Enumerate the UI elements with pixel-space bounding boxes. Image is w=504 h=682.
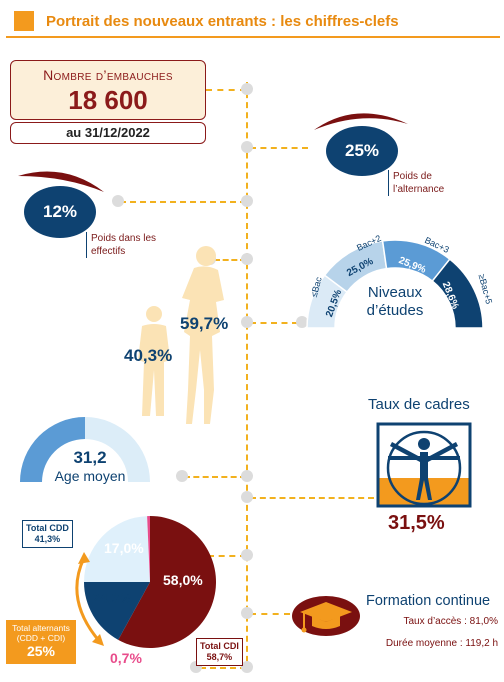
timeline-node (241, 316, 253, 328)
pie-label-small: 0,7% (110, 650, 142, 666)
education-title-line1: Niveaux (367, 284, 423, 301)
age-gauge (20, 417, 150, 482)
timeline-node (296, 316, 308, 328)
timeline-node (241, 661, 253, 673)
education-title-line2: d’études (366, 302, 424, 319)
timeline-connector (250, 497, 374, 499)
total-cdi-label: Total CDI (200, 641, 239, 651)
hires-value: 18 600 (68, 85, 148, 115)
page-title: Portrait des nouveaux entrants : les chi… (46, 13, 399, 30)
alternants-label-line2: (CDD + CDI) (16, 633, 66, 643)
hires-date: au 31/12/2022 (10, 122, 206, 144)
education-segment-3 (431, 258, 484, 329)
alternants-value: 25% (26, 643, 56, 659)
pie-slice-alternants-cdi (147, 516, 150, 582)
training-access: Taux d’accès : 81,0% (403, 616, 499, 627)
alternants-label-line1: Total alternants (12, 623, 70, 633)
education-title: Niveaux d’études (340, 284, 450, 320)
women-brow (18, 171, 104, 192)
male-percentage: 40,3% (124, 346, 173, 365)
contracts-pie (84, 516, 216, 648)
gender-silhouettes (138, 246, 224, 424)
managers-value: 31,5% (388, 512, 445, 534)
hires-box: Nombre d’embauches 18 600 (10, 60, 206, 120)
timeline-connector (176, 555, 246, 557)
female-percentage: 59,7% (180, 314, 229, 333)
timeline-connector (184, 476, 246, 478)
timeline-node (241, 470, 253, 482)
age-label: Age moyen (54, 468, 126, 484)
women-weight-caption-line1: Poids dans les (91, 233, 157, 244)
timeline-line (246, 82, 248, 672)
vitruvian-icon (376, 422, 472, 508)
timeline-node (241, 607, 253, 619)
alternants-box: Total alternants (CDD + CDI) 25% (6, 620, 76, 664)
pie-label-cdd: 17,0% (104, 540, 144, 556)
timeline-node (176, 470, 188, 482)
male-silhouette-icon (138, 306, 170, 416)
total-cdi-value: 58,7% (206, 652, 233, 662)
timeline-node (241, 549, 253, 561)
women-weight-caption: Poids dans les effectifs (86, 232, 156, 258)
timeline-node (241, 141, 253, 153)
timeline-connector (214, 259, 246, 261)
pie-slice-cdi (118, 516, 216, 648)
timeline-connector (200, 667, 246, 669)
female-silhouette-icon (182, 246, 224, 424)
pie-label-cdi: 58,0% (163, 572, 203, 588)
alternants-arrow-icon (75, 552, 104, 646)
pie-slice-alternants-cdd (84, 516, 150, 582)
women-weight-bubble: 12% (24, 186, 96, 238)
timeline-connector (120, 201, 246, 203)
graduation-cap-icon (292, 596, 360, 636)
training-title: Formation continue (366, 593, 491, 609)
timeline-node (112, 195, 124, 207)
age-gauge-fill (20, 417, 85, 482)
education-gauge (306, 239, 484, 329)
page-header: Portrait des nouveaux entrants : les chi… (6, 6, 500, 38)
women-weight-caption-line2: effectifs (91, 246, 126, 257)
pie-label-alt-cdd: 24,3% (92, 590, 132, 606)
timeline-connector (250, 613, 290, 615)
total-cdd-value: 41,3% (34, 534, 61, 544)
total-cdd-label: Total CDD (26, 523, 69, 533)
total-cdd-box: Total CDD 41,3% (22, 520, 73, 548)
alternance-caption-line1: Poids de (393, 171, 432, 182)
managers-title: Taux de cadres (368, 396, 470, 413)
alternance-brow (314, 113, 408, 130)
training-duration: Durée moyenne : 119,2 h (385, 638, 498, 649)
hires-label: Nombre d’embauches (43, 67, 173, 83)
timeline-node (241, 195, 253, 207)
alternance-caption-line2: l’alternance (393, 184, 445, 195)
alternance-caption: Poids de l’alternance (388, 170, 444, 196)
timeline-node (241, 253, 253, 265)
alternance-bubble: 25% (326, 126, 398, 176)
header-square-icon (14, 11, 34, 31)
timeline-connector (250, 147, 308, 149)
timeline-connector (206, 89, 246, 91)
timeline-connector (250, 322, 298, 324)
age-value: 31,2 (73, 448, 107, 467)
total-cdi-box: Total CDI 58,7% (196, 638, 243, 666)
timeline-node (241, 83, 253, 95)
timeline-node (241, 491, 253, 503)
pie-slice-cdd (84, 582, 150, 640)
